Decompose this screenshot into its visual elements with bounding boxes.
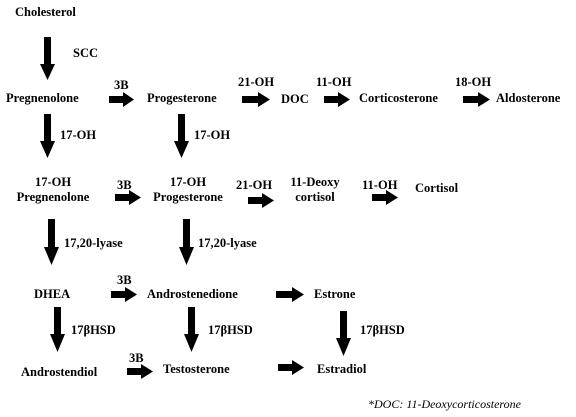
compound-17oh-progesterone-line1: 17-OH bbox=[169, 175, 207, 189]
enzyme-3b-row2: 3B bbox=[117, 178, 132, 192]
arrow-androstenedione-to-testosterone bbox=[184, 307, 199, 352]
compound-11-deoxycortisol-line2: cortisol bbox=[295, 190, 335, 204]
arrow-11-deoxycortisol-to-cortisol bbox=[372, 190, 398, 205]
arrow-progesterone-to-17oh-progesterone bbox=[174, 114, 189, 158]
enzyme-17bhsd-mid: 17βHSD bbox=[208, 323, 253, 337]
compound-17oh-progesterone: 17-OH Progesterone bbox=[143, 175, 233, 205]
compound-doc: DOC bbox=[281, 92, 309, 106]
enzyme-17-oh-right: 17-OH bbox=[194, 128, 231, 142]
compound-androstendiol: Androstendiol bbox=[21, 365, 98, 379]
enzyme-11-oh-row2: 11-OH bbox=[362, 178, 398, 192]
arrow-doc-to-corticosterone bbox=[324, 92, 350, 107]
compound-progesterone: Progesterone bbox=[147, 91, 217, 105]
arrow-progesterone-to-doc bbox=[242, 92, 270, 107]
compound-aldosterone: Aldosterone bbox=[496, 91, 561, 105]
enzyme-11-oh-row1: 11-OH bbox=[316, 75, 352, 89]
arrow-17oh-pregnenolone-to-dhea bbox=[44, 219, 59, 265]
compound-estradiol: Estradiol bbox=[317, 362, 367, 376]
enzyme-21-oh-row1: 21-OH bbox=[238, 75, 275, 89]
compound-dhea: DHEA bbox=[34, 287, 71, 301]
arrow-17oh-progesterone-to-11-deoxycortisol bbox=[248, 193, 274, 208]
enzyme-3b-row4: 3B bbox=[129, 351, 144, 365]
compound-cortisol: Cortisol bbox=[415, 181, 459, 195]
enzyme-3b-row1: 3B bbox=[114, 78, 129, 92]
arrow-androstenedione-to-estrone bbox=[276, 287, 304, 302]
enzyme-3b-row3: 3B bbox=[117, 273, 132, 287]
compound-17oh-pregnenolone: 17-OH Pregnenolone bbox=[8, 175, 98, 205]
arrow-17oh-progesterone-to-androstenedione bbox=[179, 219, 194, 265]
arrow-pregnenolone-to-17oh-pregnenolone bbox=[40, 114, 55, 158]
arrow-estrone-to-estradiol bbox=[336, 311, 351, 356]
enzyme-scc: SCC bbox=[73, 46, 99, 60]
enzyme-17bhsd-left: 17βHSD bbox=[71, 323, 116, 337]
arrow-17oh-pregnenolone-to-17oh-progesterone bbox=[115, 190, 141, 205]
compound-testosterone: Testosterone bbox=[163, 362, 230, 376]
arrow-dhea-to-androstenedione bbox=[111, 287, 137, 302]
enzyme-17bhsd-right: 17βHSD bbox=[360, 323, 405, 337]
compound-androstenedione: Androstenedione bbox=[147, 287, 238, 301]
enzyme-17-oh-left: 17-OH bbox=[60, 128, 97, 142]
arrow-pregnenolone-to-progesterone bbox=[109, 92, 134, 107]
enzyme-17-20-lyase-left: 17,20-lyase bbox=[64, 236, 123, 250]
compound-17oh-progesterone-line2: Progesterone bbox=[153, 190, 223, 204]
compound-corticosterone: Corticosterone bbox=[359, 91, 438, 105]
compound-estrone: Estrone bbox=[314, 287, 356, 301]
arrow-androstendiol-to-testosterone bbox=[127, 364, 153, 379]
footnote: *DOC: 11-Deoxycorticosterone bbox=[368, 397, 521, 411]
compound-cholesterol: Cholesterol bbox=[15, 5, 76, 19]
enzyme-21-oh-row2: 21-OH bbox=[236, 178, 273, 192]
compound-11-deoxycortisol: 11-Deoxy cortisol bbox=[280, 175, 350, 205]
arrow-cholesterol-to-pregnenolone bbox=[40, 37, 55, 80]
compound-17oh-pregnenolone-line1: 17-OH bbox=[34, 175, 72, 189]
arrow-testosterone-to-estradiol bbox=[278, 360, 304, 375]
compound-11-deoxycortisol-line1: 11-Deoxy bbox=[290, 175, 340, 189]
enzyme-17-20-lyase-right: 17,20-lyase bbox=[198, 236, 257, 250]
compound-17oh-pregnenolone-line2: Pregnenolone bbox=[16, 190, 90, 204]
arrow-dhea-to-androstendiol bbox=[50, 307, 65, 352]
enzyme-18-oh: 18-OH bbox=[455, 75, 492, 89]
compound-pregnenolone: Pregnenolone bbox=[6, 91, 79, 105]
arrow-corticosterone-to-aldosterone bbox=[463, 92, 490, 107]
